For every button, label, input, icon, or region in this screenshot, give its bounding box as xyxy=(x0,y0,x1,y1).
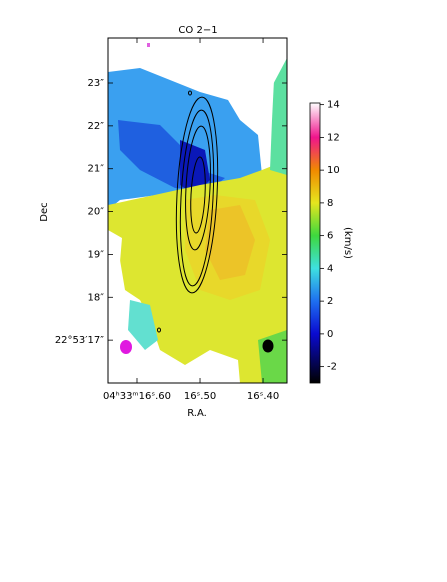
colorbar-tick-label: 10 xyxy=(327,165,340,176)
colorbar-tick-label: 4 xyxy=(327,263,333,274)
y-tick-label: 22°53′17″ xyxy=(55,335,104,346)
colorbar-tick-label: 2 xyxy=(327,296,333,307)
colorbar-tick-label: 0 xyxy=(327,329,333,340)
y-axis-label: Dec xyxy=(39,202,50,221)
y-tick-label: 22″ xyxy=(88,121,105,132)
velocity-image xyxy=(108,38,287,383)
frame xyxy=(107,37,288,384)
y-tick-label: 19″ xyxy=(88,249,105,260)
colorbar-tick-label: -2 xyxy=(327,362,337,373)
y-tick-label: 23″ xyxy=(88,78,105,89)
x-axis-label: R.A. xyxy=(187,408,207,419)
y-tick-label: 20″ xyxy=(88,207,105,218)
colorbar-label: (km/s) xyxy=(342,227,353,259)
colorbar-tick-label: 12 xyxy=(327,132,340,143)
colorbar xyxy=(309,102,321,384)
x-tick-label: 16ˢ.50 xyxy=(184,391,216,402)
colorbar-tick-label: 8 xyxy=(327,198,333,209)
x-tick-label: 04ʰ33ᵐ16ˢ.60 xyxy=(103,391,171,402)
y-tick-label: 18″ xyxy=(88,292,105,303)
x-tick-label: 16ˢ.40 xyxy=(247,391,279,402)
colorbar-tick-label: 14 xyxy=(327,100,340,111)
chart-title: CO 2−1 xyxy=(178,25,217,36)
colorbar-tick-label: 6 xyxy=(327,231,333,242)
y-tick-label: 21″ xyxy=(88,164,105,175)
